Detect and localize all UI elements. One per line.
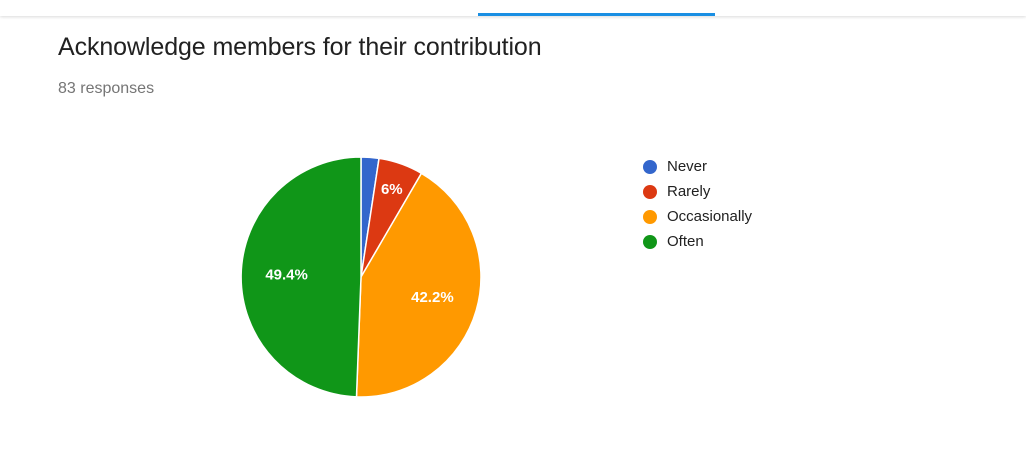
active-tab-indicator [478, 13, 715, 16]
legend-item-rarely: Rarely [643, 179, 752, 204]
legend-swatch-often [643, 234, 657, 249]
legend-swatch-rarely [643, 184, 657, 199]
pie-slice-occasionally [355, 172, 482, 398]
legend-item-never: Never [643, 154, 752, 179]
chart-legend: Never Rarely Occasionally Often [643, 154, 752, 254]
question-title: Acknowledge members for their contributi… [58, 33, 542, 61]
slice-label-occasionally: 42.2% [411, 289, 454, 306]
legend-swatch-never [643, 159, 657, 174]
pie-slice-often [240, 156, 362, 398]
legend-swatch-occasionally [643, 209, 657, 224]
legend-item-often: Often [643, 229, 752, 254]
slice-label-often: 49.4% [265, 267, 308, 284]
legend-label-rarely: Rarely [667, 183, 711, 200]
legend-label-occasionally: Occasionally [667, 208, 753, 225]
legend-label-often: Often [667, 233, 704, 250]
top-bar [0, 0, 1026, 16]
legend-label-never: Never [667, 158, 708, 175]
response-count: 83 responses [58, 80, 155, 97]
slice-label-rarely: 6% [381, 181, 403, 198]
legend-item-occasionally: Occasionally [643, 204, 752, 229]
